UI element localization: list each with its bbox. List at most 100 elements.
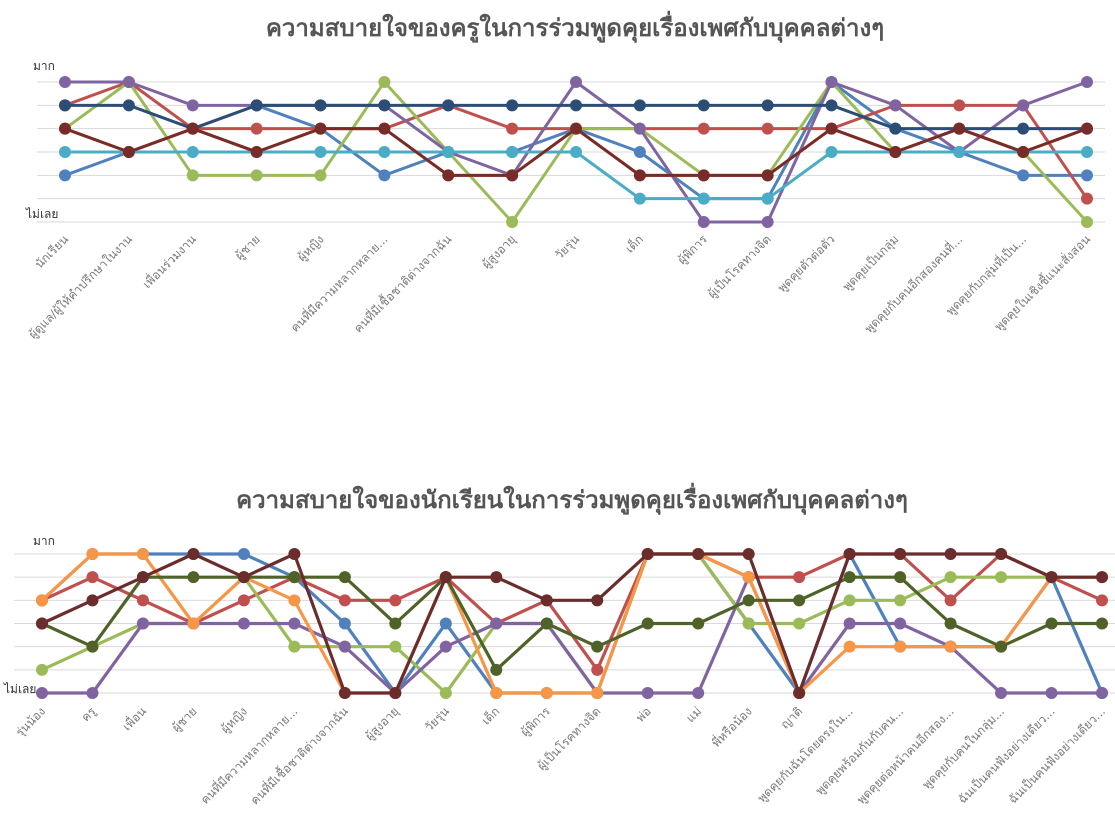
data-point (953, 122, 966, 135)
data-point (1017, 146, 1030, 158)
data-point (439, 571, 452, 584)
data-point (761, 122, 774, 135)
data-point (506, 99, 519, 112)
data-point (944, 594, 957, 607)
x-tick-label: นักเรียน (32, 232, 71, 271)
data-point (761, 169, 774, 182)
data-point (389, 617, 402, 630)
data-point (953, 99, 966, 112)
data-point (825, 99, 838, 112)
x-tick-label: เด็ก (622, 232, 646, 256)
data-point (389, 640, 402, 653)
x-tick-label: ฉันเป็นคนฟังอย่างเดียว... (955, 704, 1058, 807)
data-point (995, 548, 1008, 560)
data-point (591, 640, 604, 653)
data-point (1081, 169, 1093, 182)
data-point (442, 146, 455, 158)
data-point (1017, 169, 1030, 182)
data-point (540, 617, 553, 630)
data-point (36, 594, 48, 607)
data-point (570, 146, 582, 158)
data-point (389, 687, 402, 699)
data-point (237, 594, 250, 607)
data-point (59, 122, 71, 135)
data-point (761, 216, 774, 228)
series-6 (36, 571, 1108, 676)
data-point (314, 169, 327, 182)
data-point (591, 663, 604, 676)
data-point (944, 548, 957, 560)
data-point (59, 146, 71, 158)
series-1 (59, 76, 1093, 205)
data-point (122, 76, 135, 88)
data-point (1017, 99, 1030, 112)
x-tick-label: ผู้หญิง (218, 704, 251, 737)
data-point (378, 169, 391, 182)
data-point (1045, 571, 1058, 584)
data-point (186, 169, 199, 182)
data-point (442, 99, 455, 112)
data-point (490, 687, 503, 699)
data-point (1096, 687, 1108, 699)
data-point (761, 99, 774, 112)
data-point (742, 548, 755, 560)
x-tick-labels: นักเรียนผู้ดูแล/ผู้ให้คำปรึกษาในงาน เพื่อ… (26, 231, 1094, 342)
x-tick-label: ผู้ชาย (169, 704, 200, 735)
x-tick-label: ผู้หญิง (295, 232, 328, 265)
x-tick-label: วัยรุ่น (422, 704, 453, 735)
data-point (944, 571, 957, 584)
data-point (250, 169, 263, 182)
data-point (793, 594, 806, 607)
data-point (378, 122, 391, 135)
x-tick-label: ฉันเป็นคนฟังอย่างเดียว... (1005, 704, 1108, 807)
data-point (186, 99, 199, 112)
data-point (288, 594, 301, 607)
data-point (86, 687, 99, 699)
x-tick-label: รุ่นน้อง (13, 704, 49, 740)
x-tick-label: ครู (78, 704, 99, 725)
y-axis-min-label: ไม่เลย (3, 682, 36, 696)
data-point (186, 146, 199, 158)
x-tick-label: เพื่อนร่วมงาน (139, 231, 199, 291)
x-tick-label: พูดคุยตัวต่อตัว (775, 232, 839, 296)
data-point (894, 640, 907, 653)
data-point (237, 571, 250, 584)
series-2 (59, 76, 1093, 205)
data-point (1096, 571, 1108, 584)
data-point (187, 548, 200, 560)
data-point (793, 687, 806, 699)
data-point (506, 169, 519, 182)
data-point (761, 192, 774, 205)
data-point (250, 146, 263, 158)
data-point (995, 571, 1008, 584)
data-point (540, 687, 553, 699)
chart-2: ความสบายใจของนักเรียนในการร่วมพูดคุยเรื่… (3, 482, 1115, 808)
data-point (742, 571, 755, 584)
data-point (59, 169, 71, 182)
data-point (1045, 687, 1058, 699)
x-tick-label: ผู้พิการ (675, 232, 711, 268)
series-7 (36, 548, 1108, 699)
data-point (540, 594, 553, 607)
data-point (570, 76, 582, 88)
data-point (742, 594, 755, 607)
data-point (692, 687, 705, 699)
data-point (1096, 594, 1108, 607)
data-point (641, 617, 654, 630)
data-point (894, 617, 907, 630)
data-point (439, 640, 452, 653)
x-tick-labels: รุ่นน้อง ครู เพื่อน ผู้ชาย ผู้หญิงคนที่มีควา… (13, 703, 1108, 808)
data-point (953, 146, 966, 158)
data-point (490, 571, 503, 584)
data-point (506, 216, 519, 228)
data-point (591, 594, 604, 607)
data-point (633, 99, 646, 112)
data-point (506, 122, 519, 135)
x-tick-label: ญาติ (778, 704, 805, 731)
data-point (36, 617, 48, 630)
data-point (793, 617, 806, 630)
data-point (570, 99, 582, 112)
data-point (1045, 617, 1058, 630)
x-tick-label: ผู้ดูแล/ผู้ให้คำปรึกษาในงาน (26, 232, 136, 342)
data-point (338, 594, 351, 607)
